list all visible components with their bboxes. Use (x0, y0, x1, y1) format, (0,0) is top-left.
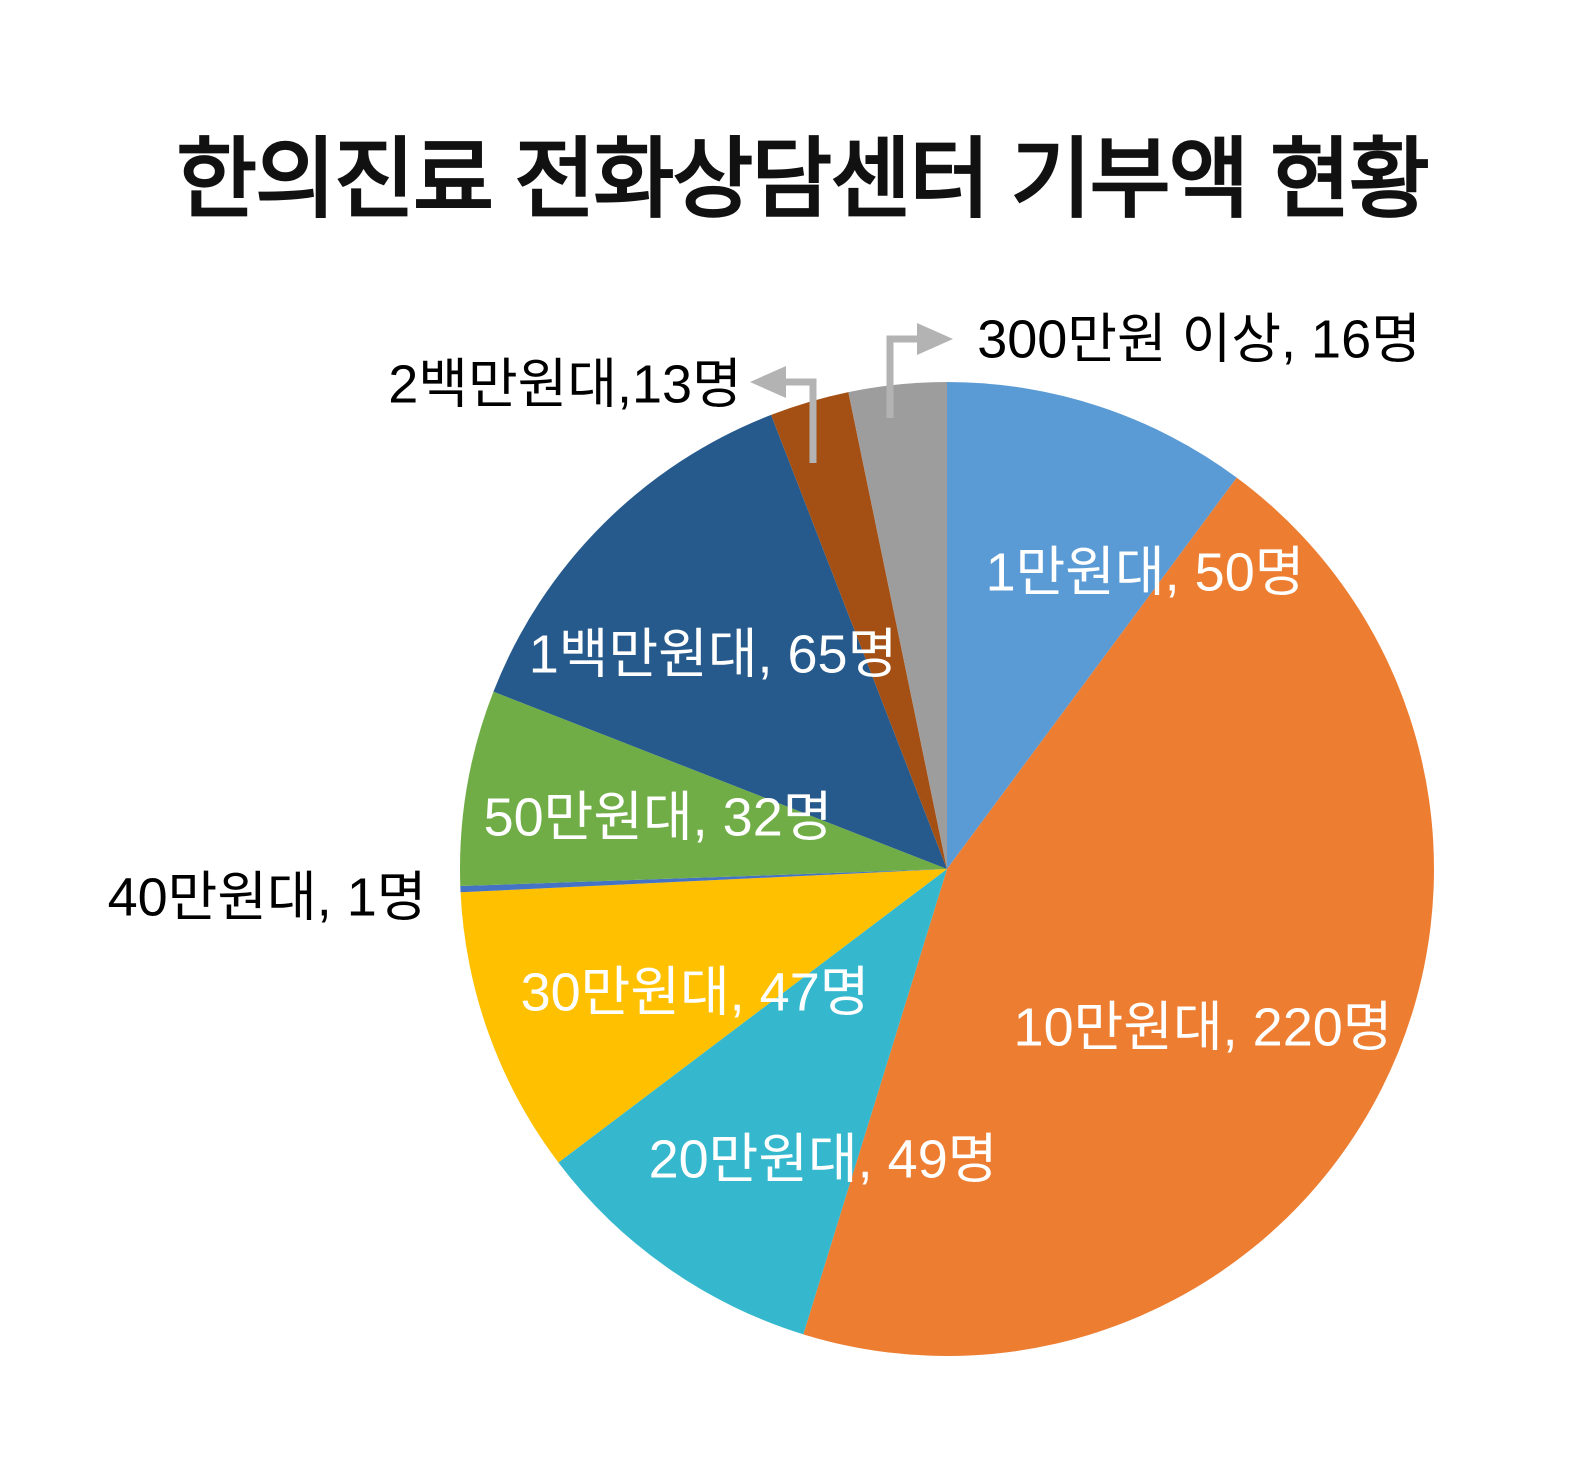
pie-slice-5 (460, 691, 947, 887)
pie-slice-8 (848, 382, 947, 869)
pie-slice-3 (460, 869, 947, 1163)
pie-slice-6 (493, 414, 947, 869)
pie-slice-0 (947, 382, 1237, 869)
leader-arrowhead-icon-0 (750, 366, 786, 398)
chart-title: 한의진료 전화상담센터 기부액 현황 (176, 129, 1430, 229)
pie-slice-7 (771, 392, 947, 869)
pie-slice-4 (460, 869, 947, 893)
leader-line-0 (784, 378, 817, 463)
pie-slice-1 (803, 477, 1434, 1356)
leader-line-1 (886, 335, 917, 418)
leader-arrowhead-icon-1 (917, 323, 953, 355)
pie-slice-2 (558, 869, 947, 1335)
